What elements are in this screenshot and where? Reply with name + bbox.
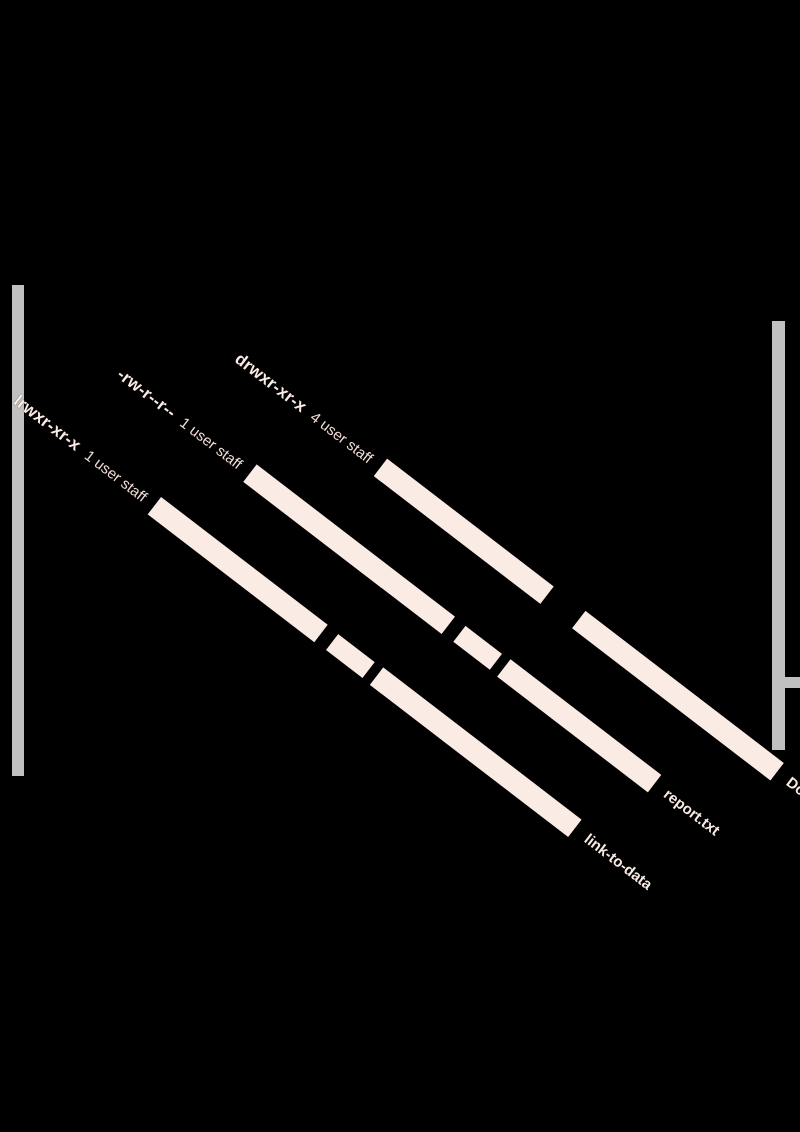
list-item-sublabel: 4 user staff — [307, 408, 377, 467]
content-chip — [453, 625, 502, 670]
rotated-content-plane: drwxr-xr-x 4 user staff Documents -rw-r-… — [0, 250, 800, 1125]
scrollbar-tick-icon — [785, 677, 800, 688]
content-chip — [326, 634, 376, 679]
list-item-sublabel: 1 user staff — [176, 414, 246, 473]
list-item-label: -rw-r--r-- — [113, 364, 180, 422]
list-item-label: lrwxr-xr-x — [10, 391, 85, 455]
spacer — [558, 604, 579, 620]
list-item-name: Documents — [783, 773, 800, 837]
list-item-sublabel: 1 user staff — [81, 446, 151, 506]
vertical-scrollbar-right[interactable] — [772, 321, 785, 750]
list-item-name: report.txt — [660, 785, 724, 839]
list-item[interactable]: -rw-r--r-- 1 user staff report.txt — [107, 357, 730, 848]
list-item-label: drwxr-xr-x — [231, 349, 311, 417]
list-item-name: link-to-data — [581, 830, 656, 894]
vertical-scrollbar-left[interactable] — [12, 285, 24, 776]
list-item[interactable]: lrwxr-xr-x 1 user staff link-to-data — [3, 383, 662, 902]
